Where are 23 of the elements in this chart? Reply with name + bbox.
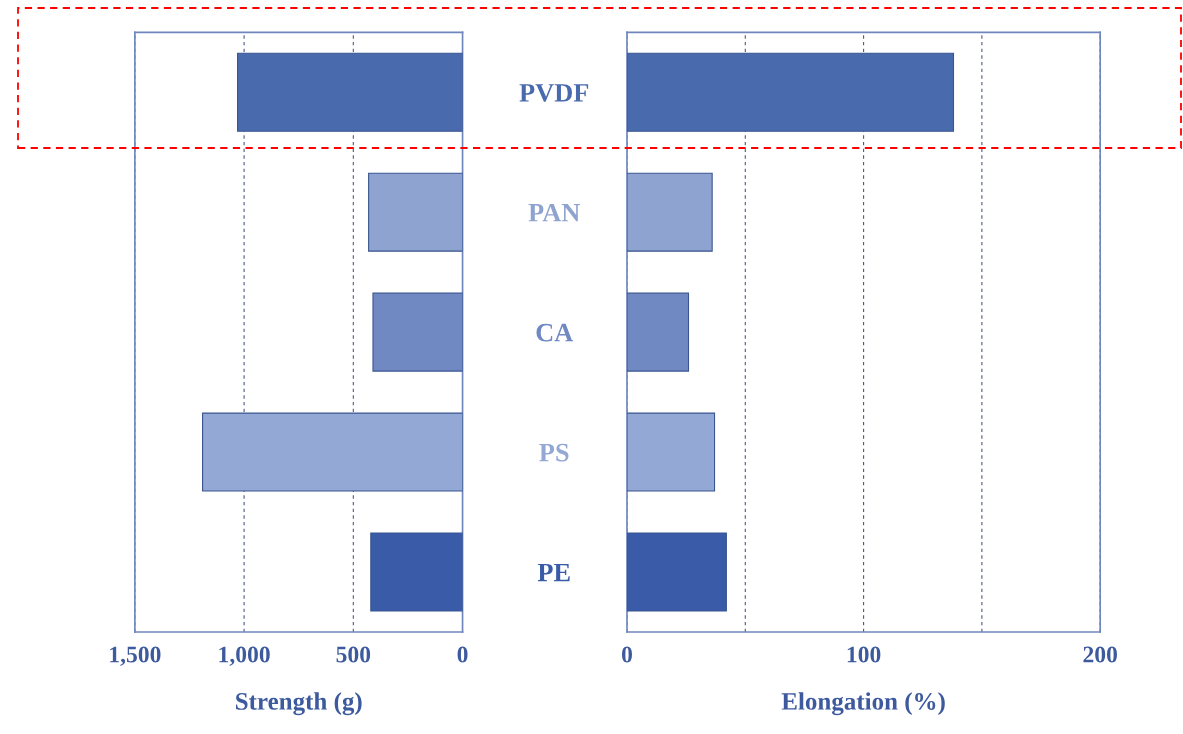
y-tick-label: PVDF xyxy=(519,84,589,102)
bar xyxy=(236,52,463,132)
x-tick-label: 1,000 xyxy=(219,646,270,666)
bar xyxy=(202,412,463,492)
bar xyxy=(368,172,463,252)
bar xyxy=(370,532,463,612)
y-tick-label: CA xyxy=(536,323,574,342)
bar xyxy=(626,52,955,132)
bar xyxy=(626,172,713,252)
y-tick-label: PS xyxy=(539,443,569,462)
x-axis-title: Strength (g) xyxy=(236,692,362,716)
bar xyxy=(372,292,463,372)
x-tick-label: 100 xyxy=(847,646,881,663)
x-axis-title: Elongation (%) xyxy=(781,692,945,716)
x-tick-label: 200 xyxy=(1083,646,1117,663)
x-tick-label: 0 xyxy=(457,646,468,663)
y-tick-label: PAN xyxy=(528,203,581,222)
x-tick-label: 0 xyxy=(621,646,632,663)
y-tick-label: PE xyxy=(537,563,570,582)
x-tick-label: 1,500 xyxy=(110,646,161,666)
bar xyxy=(626,532,727,612)
bar xyxy=(626,412,716,492)
x-tick-label: 500 xyxy=(336,646,371,663)
